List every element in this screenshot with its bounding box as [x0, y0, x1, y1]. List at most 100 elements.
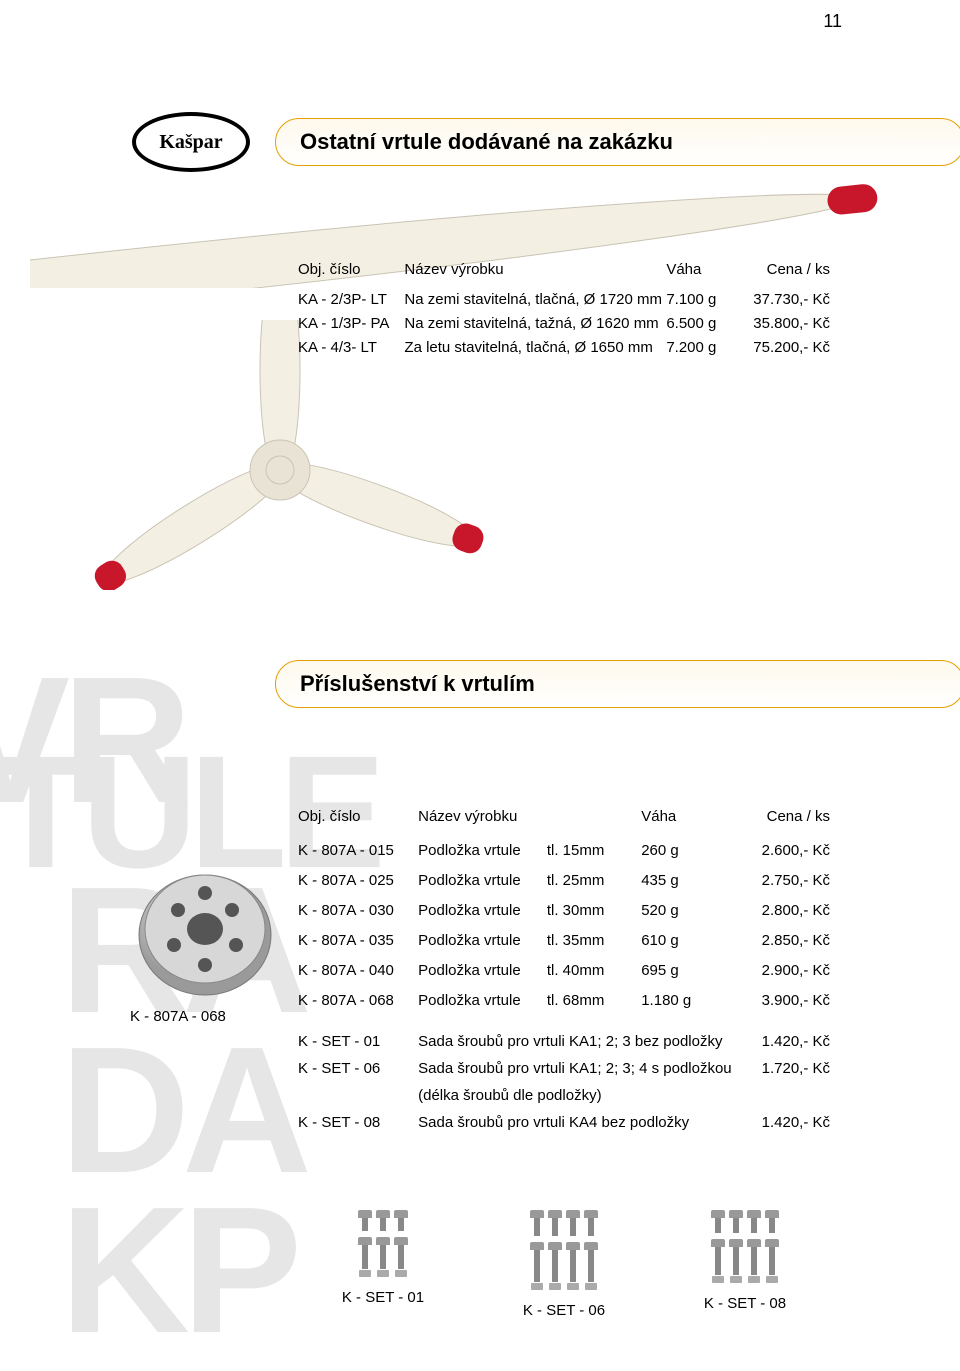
- col-header: [547, 802, 641, 832]
- cell-code: KA - 1/3P- PA: [298, 312, 404, 336]
- bolt-set-label: K - SET - 01: [298, 1289, 468, 1306]
- cell-weight: 7.200 g: [666, 336, 740, 360]
- col-header: Obj. číslo: [298, 802, 418, 832]
- cell-weight: 7.100 g: [666, 288, 740, 312]
- cell-price: 3.900,- Kč: [736, 986, 830, 1016]
- section1-title: Ostatní vrtule dodávané na zakázku: [275, 118, 960, 166]
- cell-price: 1.420,- Kč: [736, 1028, 830, 1055]
- cell-code: K - 807A - 068: [298, 986, 418, 1016]
- hub-caption: K - 807A - 068: [130, 1008, 226, 1025]
- cell-price: 2.800,- Kč: [736, 896, 830, 926]
- bolt-icon: [765, 1210, 779, 1233]
- cell-price: 2.750,- Kč: [736, 866, 830, 896]
- cell-name: Za letu stavitelná, tlačná, Ø 1650 mm: [404, 336, 666, 360]
- cell-name: Podložka vrtule: [418, 926, 547, 956]
- bolt-icon: [376, 1237, 390, 1277]
- cell-name: Na zemi stavitelná, tažná, Ø 1620 mm: [404, 312, 666, 336]
- bolt-icon: [394, 1237, 408, 1277]
- cell-price: 2.850,- Kč: [736, 926, 830, 956]
- bolt-icon: [729, 1210, 743, 1233]
- brand-logo-text: Kašpar: [132, 112, 250, 172]
- bolt-icon: [747, 1210, 761, 1233]
- bolt-sets-row: K - SET - 01K - SET - 06K - SET - 08: [298, 1210, 830, 1319]
- bolt-icon: [376, 1210, 390, 1231]
- bolt-set: K - SET - 08: [660, 1210, 830, 1319]
- table-propellers: Obj. číslo Název výrobku Váha Cena / ks …: [298, 258, 830, 360]
- bolt-icon: [548, 1210, 562, 1236]
- col-header: Název výrobku: [404, 258, 666, 282]
- bolt-icon: [566, 1242, 580, 1290]
- cell-spec: tl. 68mm: [547, 986, 641, 1016]
- cell-code: K - 807A - 015: [298, 836, 418, 866]
- cell-weight: 6.500 g: [666, 312, 740, 336]
- cell-name: Podložka vrtule: [418, 986, 547, 1016]
- col-header: Váha: [641, 802, 735, 832]
- section2-title: Příslušenství k vrtulím: [275, 660, 960, 708]
- cell-name: Podložka vrtule: [418, 896, 547, 926]
- cell-price: 75.200,- Kč: [740, 336, 830, 360]
- cell-code: K - SET - 01: [298, 1028, 418, 1055]
- table-header-row: Obj. číslo Název výrobku Váha Cena / ks: [298, 258, 830, 282]
- cell-spec: tl. 30mm: [547, 896, 641, 926]
- brand-logo: Kašpar: [132, 112, 250, 172]
- table-row: KA - 2/3P- LT Na zemi stavitelná, tlačná…: [298, 288, 830, 312]
- cell-code: K - 807A - 035: [298, 926, 418, 956]
- bolt-icon: [358, 1210, 372, 1231]
- bolt-icon: [358, 1237, 372, 1277]
- cell-code: [298, 1082, 418, 1109]
- cell-code: KA - 2/3P- LT: [298, 288, 404, 312]
- table-row: K - SET - 06Sada šroubů pro vrtuli KA1; …: [298, 1055, 830, 1082]
- cell-spec: tl. 35mm: [547, 926, 641, 956]
- bolt-set-label: K - SET - 08: [660, 1295, 830, 1312]
- cell-desc: Sada šroubů pro vrtuli KA1; 2; 3 bez pod…: [418, 1028, 735, 1055]
- cell-desc: Sada šroubů pro vrtuli KA1; 2; 3; 4 s po…: [418, 1055, 735, 1082]
- cell-weight: 520 g: [641, 896, 735, 926]
- bolt-icon: [548, 1242, 562, 1290]
- propeller-3blade-icon: [60, 320, 500, 590]
- table-row: KA - 1/3P- PA Na zemi stavitelná, tažná,…: [298, 312, 830, 336]
- table-accessories: Obj. číslo Název výrobku Váha Cena / ks …: [298, 802, 830, 1136]
- watermark-text: DA: [60, 1030, 304, 1192]
- col-header: Cena / ks: [736, 802, 830, 832]
- cell-code: K - 807A - 030: [298, 896, 418, 926]
- cell-weight: 1.180 g: [641, 986, 735, 1016]
- table-row: K - SET - 01Sada šroubů pro vrtuli KA1; …: [298, 1028, 830, 1055]
- cell-desc: (délka šroubů dle podložky): [418, 1082, 735, 1109]
- bolt-icon: [394, 1210, 408, 1231]
- cell-weight: 260 g: [641, 836, 735, 866]
- cell-spec: tl. 15mm: [547, 836, 641, 866]
- cell-spec: tl. 40mm: [547, 956, 641, 986]
- hub-washer-icon: [130, 855, 280, 1005]
- table-row: KA - 4/3- LT Za letu stavitelná, tlačná,…: [298, 336, 830, 360]
- cell-code: K - 807A - 025: [298, 866, 418, 896]
- table-row: K - 807A - 035Podložka vrtuletl. 35mm610…: [298, 926, 830, 956]
- table-row: K - 807A - 068Podložka vrtuletl. 68mm1.1…: [298, 986, 830, 1016]
- table-row: K - 807A - 030Podložka vrtuletl. 30mm520…: [298, 896, 830, 926]
- bolt-icon: [711, 1239, 725, 1283]
- cell-name: Na zemi stavitelná, tlačná, Ø 1720 mm: [404, 288, 666, 312]
- col-header: Váha: [666, 258, 740, 282]
- bolt-icon: [765, 1239, 779, 1283]
- table-row: K - 807A - 015Podložka vrtuletl. 15mm260…: [298, 836, 830, 866]
- table-row: K - 807A - 025Podložka vrtuletl. 25mm435…: [298, 866, 830, 896]
- cell-name: Podložka vrtule: [418, 836, 547, 866]
- cell-weight: 610 g: [641, 926, 735, 956]
- cell-price: 2.900,- Kč: [736, 956, 830, 986]
- cell-code: K - SET - 08: [298, 1109, 418, 1136]
- bolt-icon: [747, 1239, 761, 1283]
- bolt-icon: [530, 1242, 544, 1290]
- page-number: 11: [823, 11, 842, 32]
- cell-price: 35.800,- Kč: [740, 312, 830, 336]
- cell-weight: 435 g: [641, 866, 735, 896]
- bolt-icon: [729, 1239, 743, 1283]
- cell-name: Podložka vrtule: [418, 866, 547, 896]
- cell-weight: 695 g: [641, 956, 735, 986]
- cell-code: K - SET - 06: [298, 1055, 418, 1082]
- cell-spec: tl. 25mm: [547, 866, 641, 896]
- bolt-icon: [584, 1242, 598, 1290]
- table-header-row: Obj. číslo Název výrobku Váha Cena / ks: [298, 802, 830, 832]
- bolt-set: K - SET - 01: [298, 1210, 468, 1319]
- col-header: Obj. číslo: [298, 258, 404, 282]
- cell-code: K - 807A - 040: [298, 956, 418, 986]
- bolt-icon: [530, 1210, 544, 1236]
